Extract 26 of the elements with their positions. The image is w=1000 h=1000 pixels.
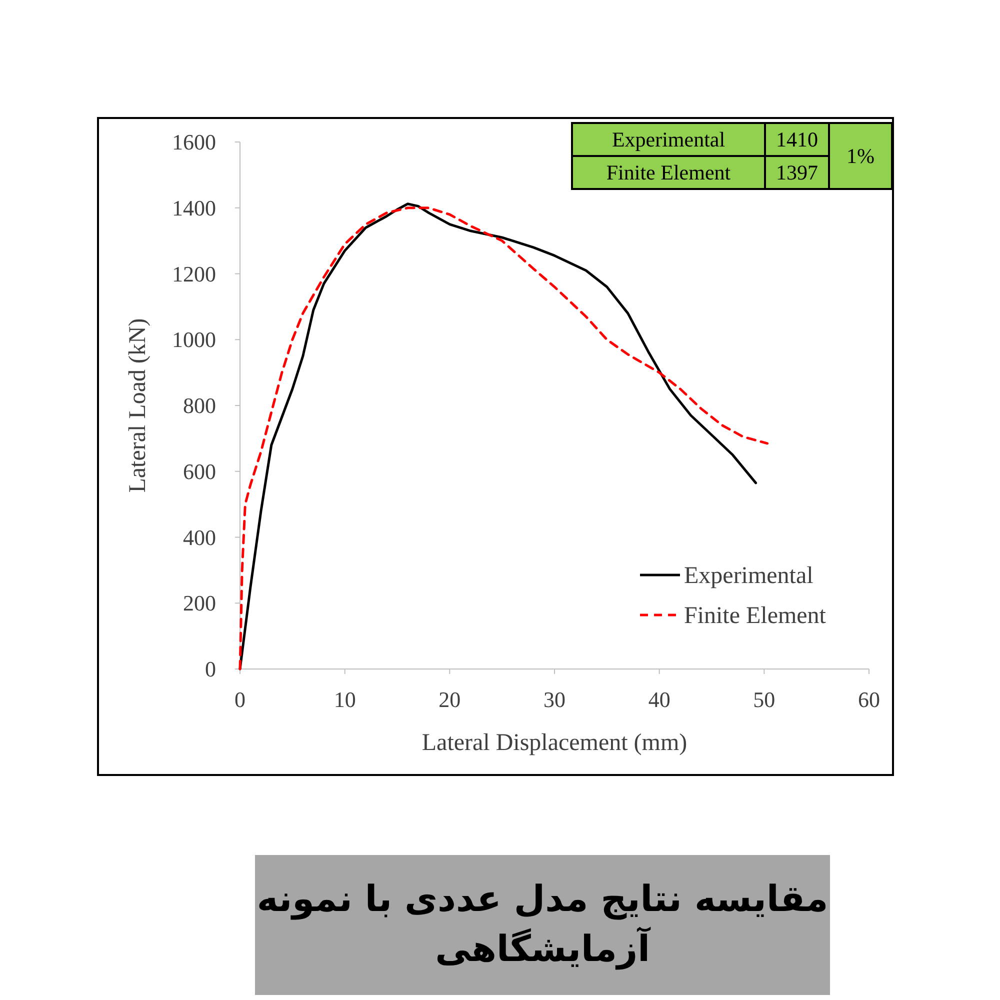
y-tick-label: 800 xyxy=(183,393,216,418)
annotation: Experimental xyxy=(612,128,726,152)
x-tick-label: 30 xyxy=(544,687,566,712)
x-axis-title: Lateral Displacement (mm) xyxy=(422,730,688,756)
legend-label: Experimental xyxy=(684,563,814,589)
x-tick-label: 40 xyxy=(648,687,670,712)
x-tick-label: 60 xyxy=(858,687,880,712)
x-tick-label: 20 xyxy=(438,687,461,712)
y-tick-label: 1400 xyxy=(172,195,216,220)
x-tick-label: 50 xyxy=(753,687,776,712)
legend-label: Finite Element xyxy=(684,603,826,629)
y-tick-label: 600 xyxy=(183,458,216,484)
y-tick-label: 1200 xyxy=(172,261,216,286)
y-tick-label: 1000 xyxy=(172,327,216,352)
y-axis-title: Lateral Load (kN) xyxy=(125,318,151,493)
y-tick-label: 0 xyxy=(205,656,216,682)
y-tick-label: 1600 xyxy=(172,130,216,154)
annotation: Finite Element xyxy=(606,160,731,184)
annotation: 1% xyxy=(846,144,874,168)
x-tick-label: 0 xyxy=(234,687,246,712)
x-tick-label: 10 xyxy=(334,687,356,712)
text: مقایسه نتایج مدل عددی با نمونه آزمایشگاهی xyxy=(255,855,830,995)
annotation: 1397 xyxy=(776,160,818,184)
annotation: 1410 xyxy=(776,128,818,152)
y-tick-label: 400 xyxy=(183,524,216,550)
y-tick-label: 200 xyxy=(183,590,216,616)
